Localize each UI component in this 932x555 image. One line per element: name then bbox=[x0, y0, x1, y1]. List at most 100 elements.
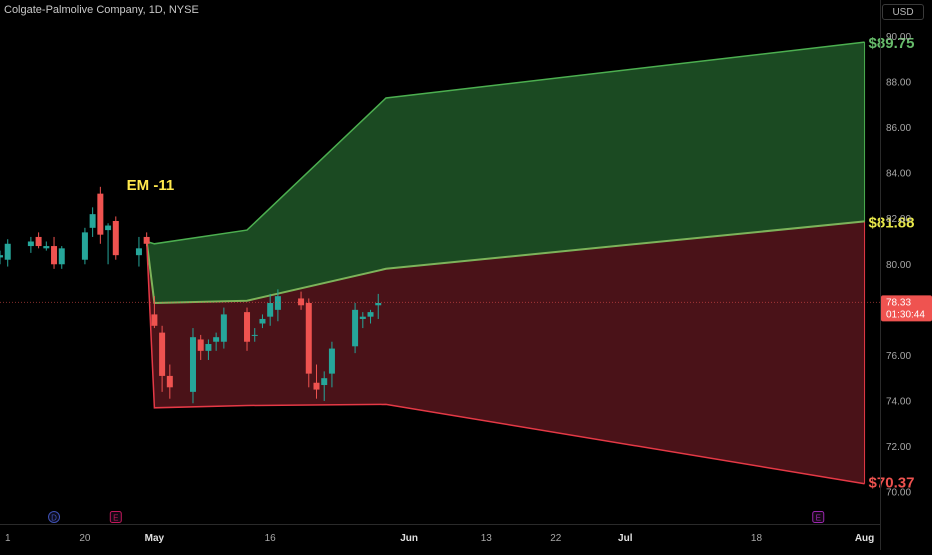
x-tick-label: 18 bbox=[751, 533, 763, 544]
x-tick-label: Aug bbox=[855, 533, 874, 544]
candle bbox=[4, 239, 11, 267]
candle bbox=[305, 298, 312, 388]
candle-body bbox=[151, 314, 158, 326]
candle bbox=[135, 236, 142, 267]
x-tick-label: Jul bbox=[618, 533, 633, 544]
candle-body bbox=[205, 344, 212, 351]
candle bbox=[321, 371, 328, 401]
y-tick-label: 74.00 bbox=[886, 396, 911, 407]
candle-body bbox=[375, 303, 382, 306]
x-tick-label: 20 bbox=[79, 533, 91, 544]
candle bbox=[359, 312, 366, 329]
candle bbox=[213, 332, 220, 351]
y-tick-label: 90.00 bbox=[886, 32, 911, 43]
y-tick-label: 72.00 bbox=[886, 442, 911, 453]
expected-move-bands bbox=[145, 41, 866, 485]
candle bbox=[112, 216, 119, 260]
candle bbox=[89, 207, 96, 237]
candle-body bbox=[4, 243, 11, 260]
x-tick-label: 16 bbox=[265, 533, 277, 544]
candle-body bbox=[305, 303, 312, 374]
candle bbox=[313, 364, 320, 399]
marker-glyph: E bbox=[816, 514, 821, 523]
x-tick-label: 22 bbox=[550, 533, 562, 544]
candle bbox=[375, 293, 382, 319]
y-tick-label: 84.00 bbox=[886, 169, 911, 180]
candle-body bbox=[97, 193, 104, 235]
candle-body bbox=[359, 316, 366, 319]
time-axis[interactable]: 1 20 May 16 Jun 13 22 Jul 18 Aug bbox=[5, 533, 874, 544]
candle-body bbox=[321, 378, 328, 386]
earnings-marker-icon: E bbox=[109, 511, 122, 523]
candle-body bbox=[220, 314, 227, 342]
candle bbox=[220, 307, 227, 349]
candle bbox=[189, 328, 196, 404]
candle bbox=[97, 186, 104, 244]
x-tick-label: Jun bbox=[400, 533, 418, 544]
candle-body bbox=[135, 248, 142, 256]
y-tick-label: 82.00 bbox=[886, 214, 911, 225]
lower-band-area bbox=[146, 221, 865, 484]
candle-body bbox=[274, 296, 281, 310]
candle bbox=[205, 339, 212, 360]
marker-glyph: D bbox=[51, 514, 57, 523]
x-tick-label: 13 bbox=[481, 533, 493, 544]
y-tick-label: 88.00 bbox=[886, 78, 911, 89]
candle bbox=[159, 325, 166, 392]
symbol-title: Colgate-Palmolive Company, 1D, NYSE bbox=[4, 4, 199, 16]
candle-body bbox=[189, 337, 196, 392]
candle bbox=[27, 236, 34, 253]
price-axis[interactable]: 90.00 88.00 86.00 84.00 82.00 80.00 76.00 74.00… bbox=[886, 32, 911, 499]
candle bbox=[259, 314, 266, 329]
candle bbox=[143, 232, 150, 247]
candle bbox=[197, 334, 204, 360]
candle-body bbox=[58, 248, 65, 265]
candle bbox=[328, 341, 335, 388]
candle-body bbox=[197, 339, 204, 351]
candle bbox=[35, 232, 42, 249]
candle bbox=[43, 241, 50, 251]
candle-body bbox=[313, 382, 320, 390]
dividend-marker-icon: D bbox=[48, 511, 61, 523]
y-tick-label: 76.00 bbox=[886, 351, 911, 362]
marker-shape bbox=[48, 511, 61, 523]
candle-body bbox=[352, 309, 359, 347]
candle bbox=[105, 223, 112, 265]
candle bbox=[244, 307, 251, 351]
candle-body bbox=[244, 312, 251, 342]
upper-band-area bbox=[146, 42, 865, 303]
candle-body bbox=[35, 236, 42, 247]
candle bbox=[251, 328, 258, 342]
marker-shape bbox=[109, 511, 122, 523]
last-price-tag: 78.33 01:30:44 bbox=[881, 295, 932, 322]
price-tag-background bbox=[881, 295, 932, 322]
candle bbox=[51, 236, 58, 269]
upper-band-line bbox=[146, 41, 865, 245]
candle bbox=[298, 291, 305, 310]
marker-shape bbox=[812, 511, 825, 523]
mid-line bbox=[145, 220, 865, 305]
y-tick-label: 86.00 bbox=[886, 123, 911, 134]
x-tick-label: 1 bbox=[5, 533, 11, 544]
candle-body bbox=[105, 225, 112, 231]
candle bbox=[151, 296, 158, 329]
x-tick-label: May bbox=[145, 533, 165, 544]
candle-body bbox=[298, 298, 305, 306]
lower-band-line bbox=[145, 241, 865, 485]
candle-body bbox=[159, 332, 166, 376]
candlestick-series bbox=[0, 186, 382, 404]
candle-body bbox=[143, 236, 150, 244]
price-tag-value: 78.33 bbox=[886, 297, 911, 308]
candle bbox=[81, 227, 88, 265]
candle bbox=[267, 293, 274, 326]
candle-body bbox=[367, 312, 374, 317]
candle bbox=[58, 246, 65, 269]
currency-button[interactable]: USD bbox=[882, 4, 924, 20]
candle-body bbox=[27, 241, 34, 247]
candle bbox=[0, 250, 3, 265]
candle bbox=[274, 289, 281, 322]
candle-body bbox=[81, 232, 88, 260]
